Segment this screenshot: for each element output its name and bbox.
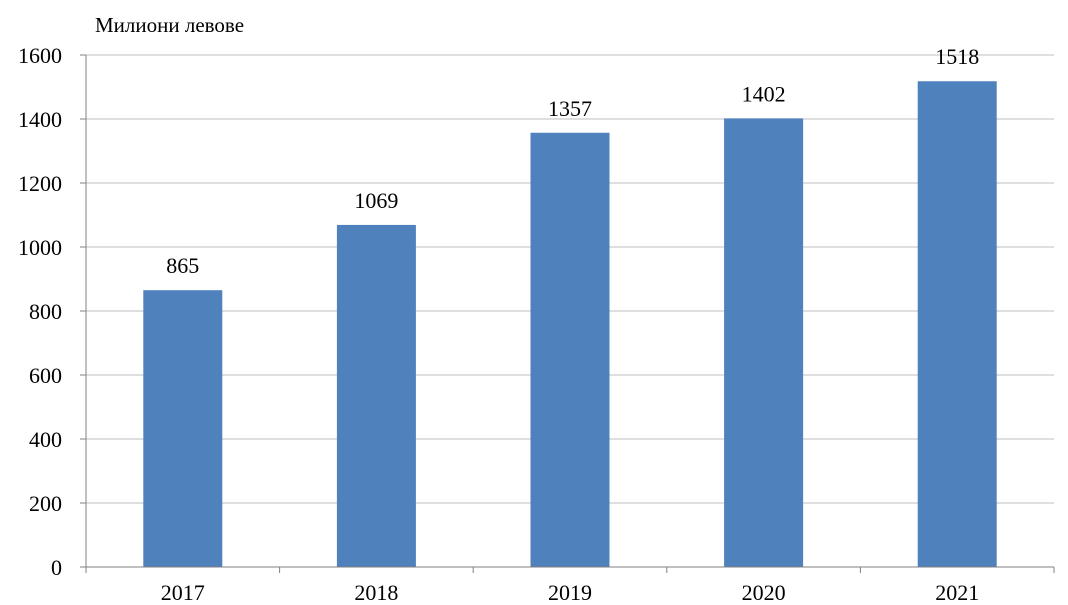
y-tick-label: 600 — [29, 363, 62, 388]
y-tick-label: 1400 — [18, 107, 62, 132]
y-tick-label: 1000 — [18, 235, 62, 260]
bar — [724, 118, 804, 568]
y-tick-label: 400 — [29, 427, 62, 452]
bar — [530, 132, 610, 567]
bar — [917, 81, 997, 568]
y-axis-title: Милиони левове — [95, 13, 244, 37]
data-label: 1069 — [354, 188, 398, 213]
y-tick-label: 0 — [51, 555, 62, 580]
bar — [143, 290, 223, 567]
data-label: 865 — [166, 253, 199, 278]
data-label: 1357 — [548, 96, 592, 121]
x-tick-label: 2017 — [161, 580, 205, 605]
data-label: 1518 — [935, 44, 979, 69]
y-tick-label: 800 — [29, 299, 62, 324]
x-tick-label: 2021 — [935, 580, 979, 605]
bars — [143, 81, 997, 568]
y-tick-label: 200 — [29, 491, 62, 516]
y-tick-label: 1200 — [18, 171, 62, 196]
y-tick-label: 1600 — [18, 43, 62, 68]
x-tick-label: 2018 — [354, 580, 398, 605]
x-tick-label: 2019 — [548, 580, 592, 605]
data-label: 1402 — [742, 81, 786, 106]
bar — [336, 224, 416, 568]
labels: 0 200 400 600 800 1000 1200 1400 1600 865 2017 1069… — [18, 43, 979, 605]
x-tick-label: 2020 — [742, 580, 786, 605]
axes — [80, 54, 1055, 573]
